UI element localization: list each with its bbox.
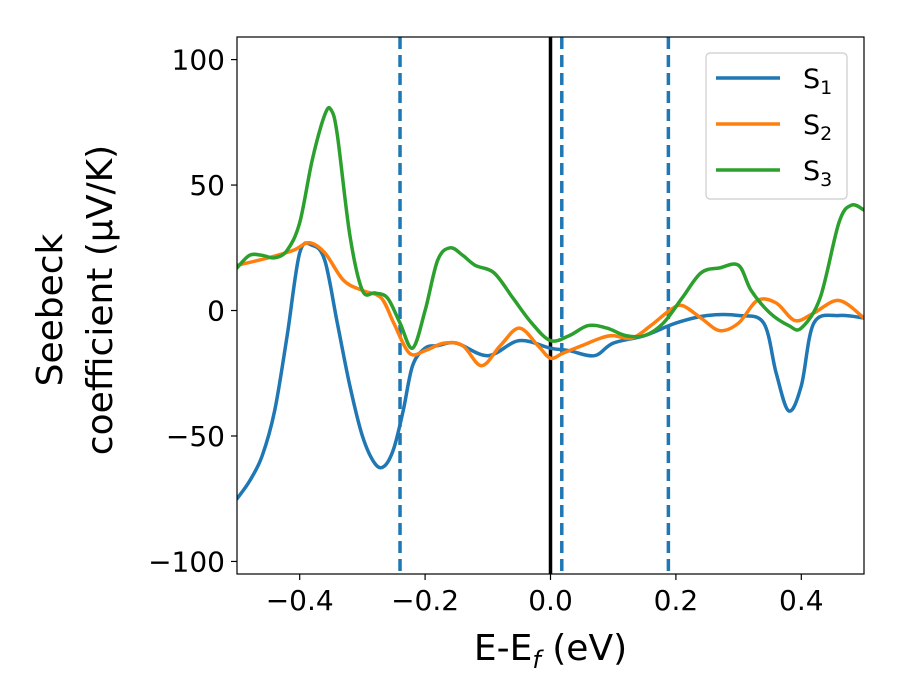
legend-label-s3: S3 (803, 156, 832, 191)
legend-label-s1: S1 (803, 64, 832, 99)
x-tick-label: 0.2 (654, 584, 699, 617)
x-tick-label: −0.2 (391, 584, 459, 617)
y-axis-title-line1: Seebeck (30, 233, 71, 386)
x-axis-title: E-Ef (eV) (474, 628, 627, 674)
x-tick-label: 0.0 (528, 584, 573, 617)
legend: S1 S2 S3 (705, 52, 848, 200)
y-tick-label: 100 (172, 44, 225, 77)
legend-label-s2: S2 (803, 110, 832, 145)
legend-label-s2-main: S (803, 110, 820, 141)
y-tick-label: 50 (189, 169, 225, 202)
plot-area (237, 37, 864, 574)
y-tick-label: 0 (207, 295, 225, 328)
series-line-s2 (237, 241, 864, 368)
y-axis-title-line2: coefficient (μV/K) (80, 145, 121, 455)
y-axis: −100 −50 0 50 100 (148, 44, 237, 578)
legend-box (705, 52, 848, 200)
y-tick-label: −50 (166, 420, 225, 453)
legend-label-s1-main: S (803, 64, 820, 95)
y-axis-title: Seebeck coefficient (μV/K) (30, 145, 121, 455)
y-tick-label: −100 (148, 545, 225, 578)
legend-label-s1-sub: 1 (820, 77, 832, 99)
legend-label-s2-sub: 2 (820, 123, 832, 145)
legend-label-s3-main: S (803, 156, 820, 187)
series-line-s3 (237, 105, 864, 350)
legend-label-s3-sub: 3 (820, 169, 832, 191)
x-axis-title-unit: (eV) (541, 628, 627, 669)
x-axis-title-main: E-E (474, 628, 532, 669)
x-tick-label: 0.4 (779, 584, 824, 617)
x-axis: −0.4 −0.2 0.0 0.2 0.4 (266, 574, 824, 617)
x-tick-label: −0.4 (266, 584, 334, 617)
